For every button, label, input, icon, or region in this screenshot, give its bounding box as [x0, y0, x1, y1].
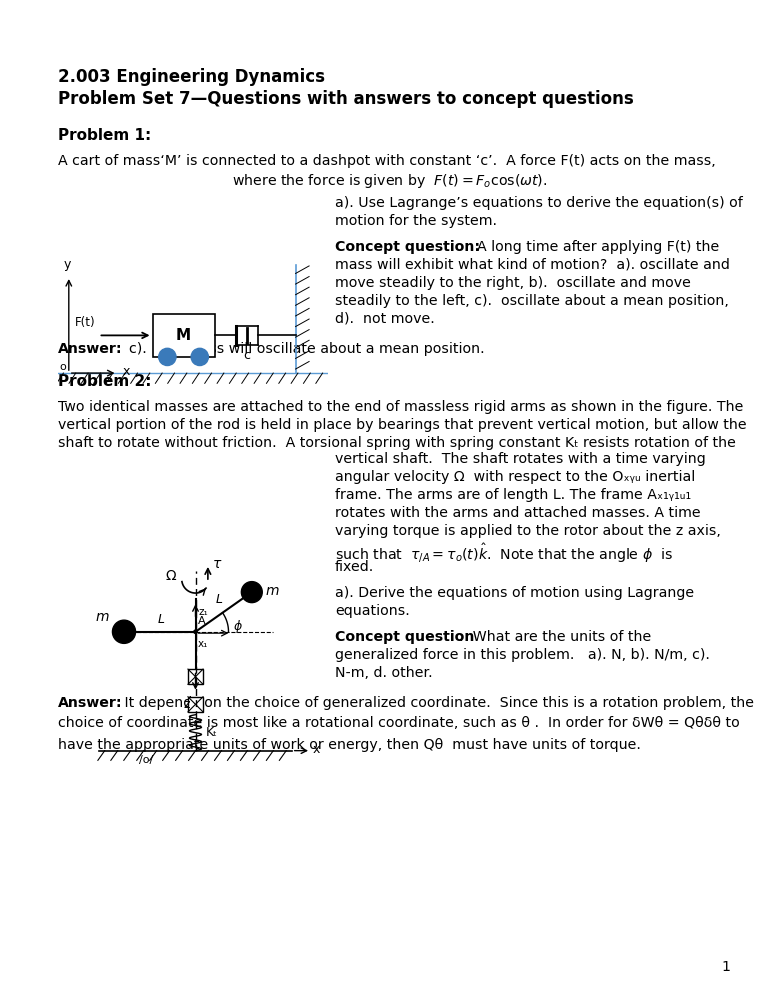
- Text: :  What are the units of the: : What are the units of the: [459, 630, 651, 644]
- Text: $\phi$: $\phi$: [233, 617, 243, 635]
- Text: a). Use Lagrange’s equations to derive the equation(s) of: a). Use Lagrange’s equations to derive t…: [335, 196, 743, 210]
- Text: such that  $\tau_{/A} = \tau_o(t)\hat{k}$.  Note that the angle $\phi$  is: such that $\tau_{/A} = \tau_o(t)\hat{k}$…: [335, 542, 673, 566]
- Text: rotates with the arms and attached masses. A time: rotates with the arms and attached masse…: [335, 506, 700, 520]
- Text: shaft to rotate without friction.  A torsional spring with spring constant Kₜ re: shaft to rotate without friction. A tors…: [58, 436, 736, 450]
- Text: a). Derive the equations of motion using Lagrange: a). Derive the equations of motion using…: [335, 586, 694, 600]
- Text: Problem 2:: Problem 2:: [58, 374, 151, 389]
- Text: m: m: [95, 609, 109, 623]
- Text: y: y: [64, 257, 71, 270]
- Text: x: x: [123, 365, 130, 379]
- Text: A cart of mass‘M’ is connected to a dashpot with constant ‘c’.  A force F(t) act: A cart of mass‘M’ is connected to a dash…: [58, 154, 716, 168]
- Text: x: x: [313, 743, 320, 755]
- Text: equations.: equations.: [335, 604, 410, 618]
- Text: c).  The mass will oscillate about a mean position.: c). The mass will oscillate about a mean…: [120, 342, 485, 356]
- Text: fixed.: fixed.: [335, 560, 374, 574]
- Text: where the force is given by  $F(t) = F_o\cos(\omega t)$.: where the force is given by $F(t) = F_o\…: [232, 172, 548, 190]
- Bar: [188, 697, 203, 712]
- Text: vertical portion of the rod is held in place by bearings that prevent vertical m: vertical portion of the rod is held in p…: [58, 418, 746, 432]
- Text: A long time after applying F(t) the: A long time after applying F(t) the: [468, 240, 720, 254]
- Bar: [188, 669, 203, 684]
- Text: Problem Set 7—Questions with answers to concept questions: Problem Set 7—Questions with answers to …: [58, 90, 634, 108]
- Text: Concept question:: Concept question:: [335, 240, 480, 254]
- Text: have the appropriate units of work or energy, then Qθ  must have units of torque: have the appropriate units of work or en…: [58, 738, 641, 752]
- Circle shape: [191, 348, 208, 366]
- Circle shape: [159, 348, 176, 366]
- Text: o: o: [59, 362, 66, 372]
- Text: It depends on the choice of generalized coordinate.  Since this is a rotation pr: It depends on the choice of generalized …: [120, 696, 754, 710]
- Text: d).  not move.: d). not move.: [335, 312, 435, 326]
- Text: Problem 1:: Problem 1:: [58, 128, 151, 143]
- Text: /o/: /o/: [139, 754, 153, 764]
- Text: frame. The arms are of length L. The frame Aₓ₁ᵧ₁ᵤ₁: frame. The arms are of length L. The fra…: [335, 488, 691, 502]
- Text: L: L: [157, 612, 164, 625]
- Text: choice of coordinate is most like a rotational coordinate, such as θ .  In order: choice of coordinate is most like a rota…: [58, 716, 740, 730]
- Text: m: m: [266, 583, 279, 597]
- Text: $\tau$: $\tau$: [212, 557, 223, 571]
- Circle shape: [112, 620, 135, 643]
- Text: Concept question: Concept question: [335, 630, 475, 644]
- Text: A: A: [197, 615, 205, 625]
- Text: z₁: z₁: [199, 607, 209, 617]
- Text: mass will exhibit what kind of motion?  a). oscillate and: mass will exhibit what kind of motion? a…: [335, 258, 730, 272]
- Text: M: M: [176, 328, 191, 343]
- Text: Answer:: Answer:: [58, 342, 123, 356]
- Bar: [153, 314, 214, 357]
- Text: vertical shaft.  The shaft rotates with a time varying: vertical shaft. The shaft rotates with a…: [335, 452, 706, 466]
- Circle shape: [194, 630, 197, 633]
- Text: motion for the system.: motion for the system.: [335, 214, 497, 228]
- Text: angular velocity Ω  with respect to the Oₓᵧᵤ inertial: angular velocity Ω with respect to the O…: [335, 470, 695, 484]
- Text: move steadily to the right, b).  oscillate and move: move steadily to the right, b). oscillat…: [335, 276, 691, 290]
- Circle shape: [241, 581, 262, 602]
- Text: N-m, d. other.: N-m, d. other.: [335, 666, 432, 680]
- Text: 1: 1: [721, 960, 730, 974]
- Text: x₁: x₁: [197, 639, 208, 649]
- Text: 2.003 Engineering Dynamics: 2.003 Engineering Dynamics: [58, 68, 325, 86]
- Text: Kₜ: Kₜ: [206, 727, 218, 740]
- Text: L: L: [216, 592, 223, 606]
- Text: steadily to the left, c).  oscillate about a mean position,: steadily to the left, c). oscillate abou…: [335, 294, 729, 308]
- Text: Ω: Ω: [165, 570, 176, 583]
- Text: Two identical masses are attached to the end of massless rigid arms as shown in : Two identical masses are attached to the…: [58, 400, 743, 414]
- Text: varying torque is applied to the rotor about the z axis,: varying torque is applied to the rotor a…: [335, 524, 721, 538]
- Text: generalized force in this problem.   a). N, b). N/m, c).: generalized force in this problem. a). N…: [335, 648, 710, 662]
- Text: c: c: [243, 349, 250, 362]
- Text: F(t): F(t): [74, 316, 95, 329]
- Text: z: z: [184, 698, 190, 711]
- Text: Answer:: Answer:: [58, 696, 123, 710]
